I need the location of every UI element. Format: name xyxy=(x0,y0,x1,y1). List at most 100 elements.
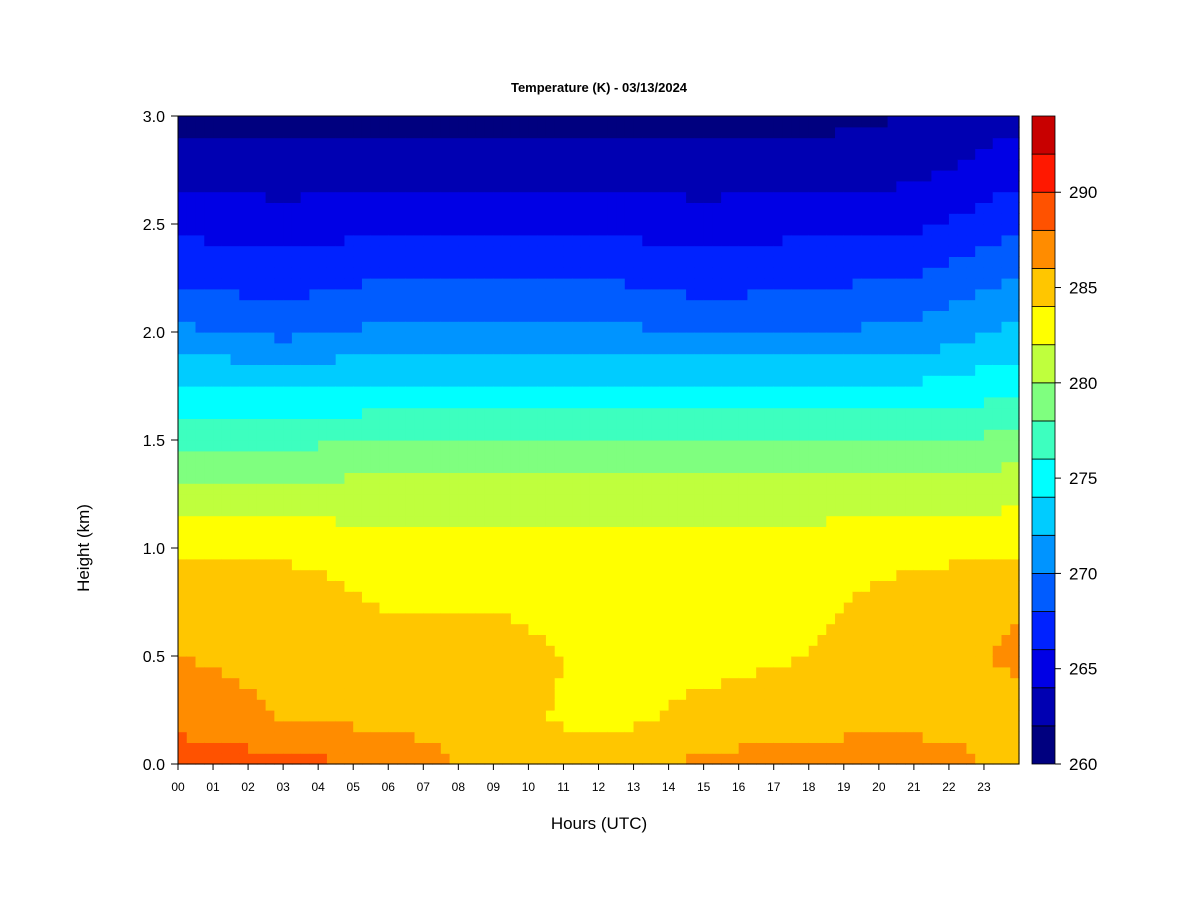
heatmap-cell xyxy=(361,623,372,635)
heatmap-cell xyxy=(791,558,801,571)
heatmap-cell xyxy=(318,623,328,635)
heatmap-cell xyxy=(484,623,494,635)
heatmap-cell xyxy=(791,332,801,344)
heatmap-cell xyxy=(545,731,556,743)
heatmap-cell xyxy=(178,580,188,592)
heatmap-cell xyxy=(449,256,459,268)
heatmap-cell xyxy=(799,148,810,160)
heatmap-cell xyxy=(388,710,398,722)
heatmap-cell xyxy=(817,278,827,290)
heatmap-cell xyxy=(878,159,889,171)
heatmap-cell xyxy=(791,472,801,484)
heatmap-cell xyxy=(817,450,827,463)
heatmap-cell xyxy=(686,558,696,571)
heatmap-cell xyxy=(729,569,740,581)
heatmap-cell xyxy=(379,720,389,733)
heatmap-cell xyxy=(204,224,214,236)
heatmap-cell xyxy=(896,342,906,355)
heatmap-cell xyxy=(887,278,897,290)
heatmap-cell xyxy=(449,180,459,193)
heatmap-cell xyxy=(484,267,494,279)
heatmap-cell xyxy=(782,170,792,182)
heatmap-cell xyxy=(528,375,538,387)
heatmap-cell xyxy=(449,656,459,668)
heatmap-cell xyxy=(738,288,749,301)
heatmap-cell xyxy=(283,461,293,473)
heatmap-cell xyxy=(896,494,906,506)
heatmap-cell xyxy=(405,202,416,214)
heatmap-cell xyxy=(414,375,424,387)
heatmap-cell xyxy=(300,612,311,625)
heatmap-cell xyxy=(449,591,459,603)
heatmap-cell xyxy=(204,191,214,203)
heatmap-cell xyxy=(651,353,661,365)
heatmap-cell xyxy=(756,731,766,743)
heatmap-cell xyxy=(274,591,284,603)
heatmap-cell xyxy=(826,386,836,398)
heatmap-cell xyxy=(642,396,652,409)
heatmap-cell xyxy=(537,396,547,409)
heatmap-cell xyxy=(178,699,188,711)
heatmap-cell xyxy=(178,645,188,657)
heatmap-cell xyxy=(353,731,363,743)
heatmap-cell xyxy=(694,299,705,311)
heatmap-cell xyxy=(642,472,652,484)
heatmap-cell xyxy=(440,418,451,430)
heatmap-cell xyxy=(677,148,687,160)
heatmap-cell xyxy=(221,515,232,527)
heatmap-cell xyxy=(835,170,845,182)
heatmap-cell xyxy=(449,526,459,538)
heatmap-cell xyxy=(361,353,372,365)
heatmap-cell xyxy=(624,666,635,679)
heatmap-cell xyxy=(423,386,433,398)
heatmap-cell xyxy=(589,310,600,322)
heatmap-cell xyxy=(537,656,547,668)
heatmap-cell xyxy=(318,278,328,290)
heatmap-cell xyxy=(799,375,810,387)
heatmap-cell xyxy=(449,623,459,635)
heatmap-cell xyxy=(493,375,503,387)
heatmap-cell xyxy=(204,623,214,635)
heatmap-cell xyxy=(764,688,775,700)
heatmap-cell xyxy=(467,299,477,311)
heatmap-cell xyxy=(659,461,670,473)
heatmap-cell xyxy=(265,396,275,409)
heatmap-cell xyxy=(221,569,232,581)
heatmap-cell xyxy=(721,440,731,452)
heatmap-cell xyxy=(843,580,854,592)
heatmap-cell xyxy=(721,656,731,668)
heatmap-cell xyxy=(668,580,678,592)
heatmap-cell xyxy=(738,645,749,657)
heatmap-cell xyxy=(379,407,389,419)
heatmap-cell xyxy=(624,180,635,193)
heatmap-cell xyxy=(598,364,608,376)
heatmap-cell xyxy=(353,591,363,603)
heatmap-cell xyxy=(344,159,354,171)
heatmap-cell xyxy=(186,429,197,441)
heatmap-cell xyxy=(721,666,731,679)
heatmap-cell xyxy=(397,580,407,592)
heatmap-cell xyxy=(440,515,451,527)
heatmap-cell xyxy=(799,494,810,506)
heatmap-cell xyxy=(519,342,530,355)
heatmap-cell xyxy=(291,645,302,657)
heatmap-cell xyxy=(721,407,731,419)
heatmap-cell xyxy=(248,731,258,743)
heatmap-cell xyxy=(186,180,197,193)
heatmap-cell xyxy=(633,126,643,139)
heatmap-cell xyxy=(510,159,521,171)
heatmap-cell xyxy=(291,710,302,722)
heatmap-cell xyxy=(764,310,775,322)
heatmap-cell xyxy=(870,472,880,484)
heatmap-cell xyxy=(694,278,705,290)
heatmap-cell xyxy=(318,299,328,311)
heatmap-cell xyxy=(764,591,775,603)
heatmap-cell xyxy=(274,688,284,700)
heatmap-cell xyxy=(309,407,319,419)
heatmap-cell xyxy=(659,656,670,668)
heatmap-cell xyxy=(870,515,880,527)
heatmap-cell xyxy=(361,515,372,527)
heatmap-cell xyxy=(388,504,398,517)
heatmap-cell xyxy=(335,213,346,225)
heatmap-cell xyxy=(405,148,416,160)
